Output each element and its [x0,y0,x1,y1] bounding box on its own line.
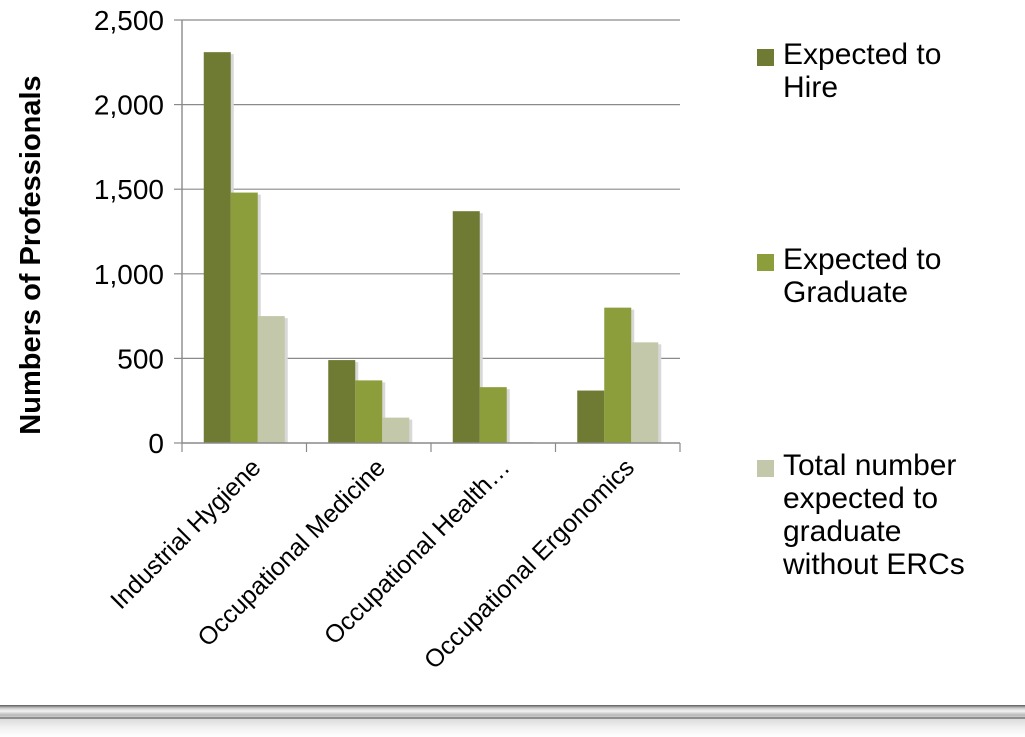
bar [203,52,231,443]
legend-item-without-ercs: Total number expected to graduate withou… [757,449,1018,581]
y-tick-label: 2,000 [94,90,164,121]
legend-swatch-hire [757,49,774,66]
bar [604,307,632,443]
y-tick-label: 1,500 [94,174,164,205]
bar [452,211,480,443]
legend: Expected to Hire Expected to Graduate To… [757,0,1025,640]
legend-label-hire: Expected to Hire [783,38,942,104]
footer-line [0,717,1025,719]
bar [230,192,258,443]
legend-swatch-graduate [757,254,774,271]
legend-item-graduate: Expected to Graduate [757,243,1018,309]
bar [631,342,659,443]
bar [382,417,410,443]
legend-label-graduate: Expected to Graduate [783,243,942,309]
legend-item-hire: Expected to Hire [757,38,1018,104]
bars [203,52,662,443]
legend-label-without-ercs: Total number expected to graduate withou… [783,449,965,581]
legend-swatch-without-ercs [757,460,774,477]
y-tick-label: 0 [148,428,164,459]
y-tick-label: 1,000 [94,259,164,290]
y-axis-label: Numbers of Professionals [15,75,47,434]
y-tick-label: 500 [117,343,164,374]
footer-bar [0,705,1025,737]
category-label: Occupational Ergonomics [419,453,640,674]
bar [355,380,383,443]
bar [257,316,285,443]
axes [181,20,681,452]
bar [479,387,507,443]
bar [328,360,356,443]
y-tick-labels: 0 500 1,000 1,500 2,000 2,500 [94,5,164,459]
bar [577,390,605,443]
y-tick-label: 2,500 [94,5,164,36]
